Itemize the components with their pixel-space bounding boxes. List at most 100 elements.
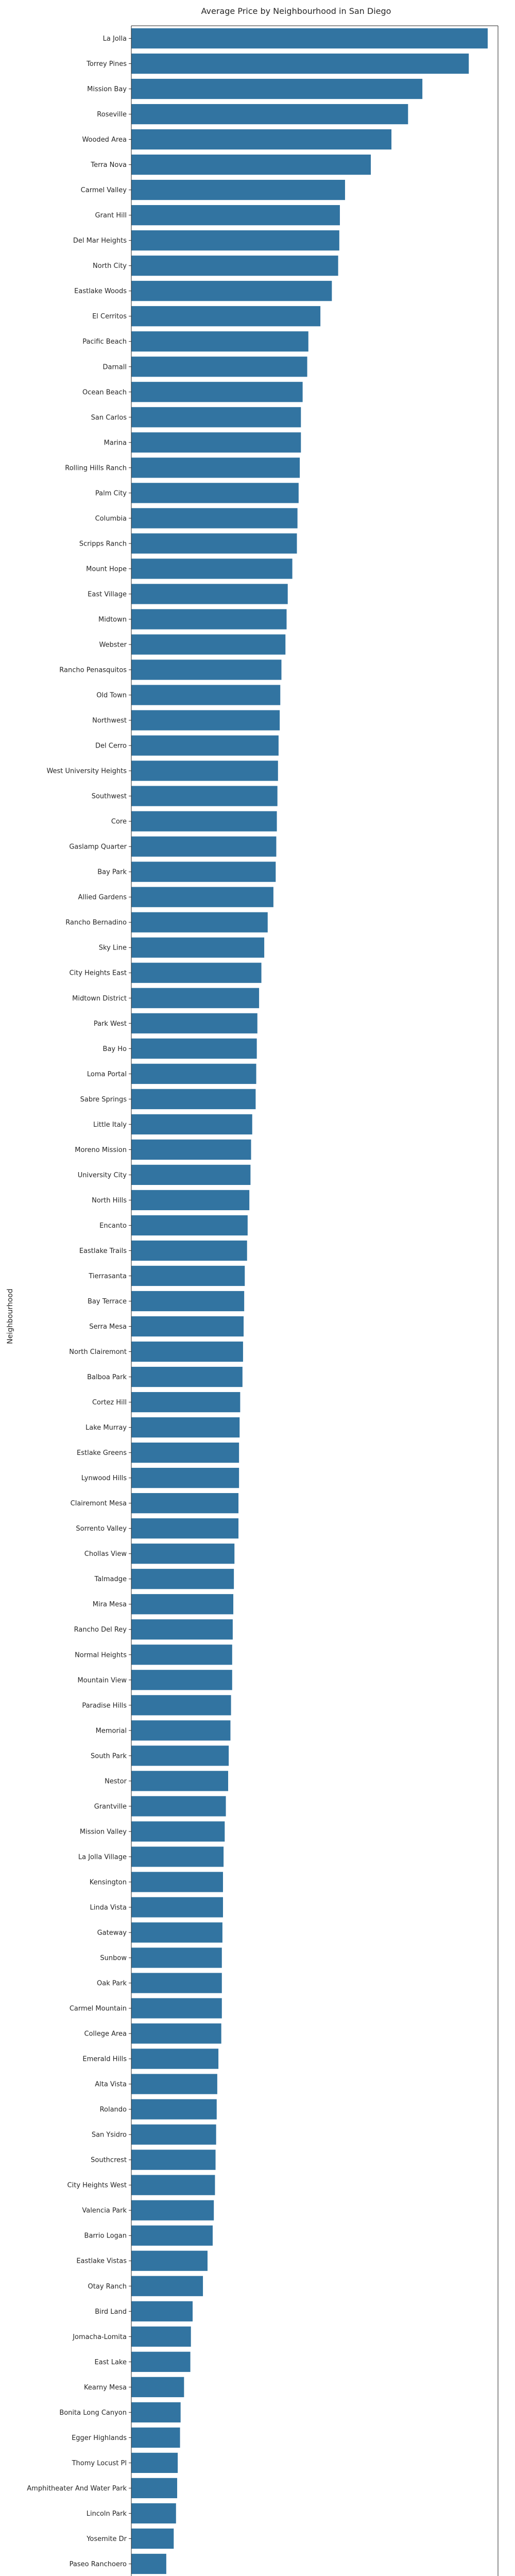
bar bbox=[131, 988, 260, 1008]
y-tick-label: Marina bbox=[104, 439, 127, 447]
y-tick-label: Ocean Beach bbox=[82, 388, 127, 396]
bar bbox=[131, 432, 301, 453]
bar bbox=[131, 53, 469, 74]
y-tick-label: Midtown District bbox=[72, 995, 127, 1003]
bar bbox=[131, 2099, 217, 2120]
bar bbox=[131, 1240, 247, 1261]
y-tick-label: Northwest bbox=[92, 717, 127, 725]
y-tick-label: Gaslamp Quarter bbox=[69, 843, 127, 851]
bar bbox=[131, 1392, 241, 1413]
y-tick-label: Kearny Mesa bbox=[84, 2384, 127, 2392]
bar bbox=[131, 357, 307, 377]
bar bbox=[131, 1796, 226, 1817]
y-tick-label: Grant Hill bbox=[95, 212, 127, 219]
bar bbox=[131, 1897, 223, 1918]
y-tick-label: Bay Ho bbox=[103, 1045, 127, 1053]
y-tick-label: Mission Bay bbox=[87, 86, 127, 93]
bar bbox=[131, 1468, 239, 1488]
bar bbox=[131, 2276, 203, 2296]
y-tick-label: Sunbow bbox=[100, 1955, 127, 1962]
y-tick-label: Mountain View bbox=[77, 1676, 127, 1684]
bar bbox=[131, 1922, 222, 1943]
y-tick-label: Kensington bbox=[90, 1878, 127, 1886]
y-tick-label: Talmadge bbox=[94, 1575, 127, 1583]
bar bbox=[131, 129, 392, 150]
bar bbox=[131, 584, 288, 604]
y-tick-label: Thomy Locust Pl bbox=[72, 2460, 127, 2467]
bars-group bbox=[131, 28, 488, 2574]
y-tick-label: North Hills bbox=[92, 1197, 127, 1205]
bar bbox=[131, 1443, 239, 1463]
y-tick-label: Loma Portal bbox=[87, 1071, 127, 1078]
y-tick-label: Columbia bbox=[95, 515, 127, 522]
y-tick-label: Rancho Penasquitos bbox=[59, 667, 127, 674]
y-tick-label: Clairemont Mesa bbox=[71, 1500, 127, 1507]
bar bbox=[131, 2250, 208, 2271]
y-tick-label: East Lake bbox=[95, 2359, 127, 2366]
bar bbox=[131, 811, 277, 832]
y-tick-label: Mission Valley bbox=[80, 1828, 127, 1836]
y-tick-label: La Jolla bbox=[103, 35, 127, 43]
y-tick-label: Sorrento Valley bbox=[76, 1525, 127, 1533]
bar bbox=[131, 1063, 256, 1084]
y-tick-label: Rolando bbox=[100, 2106, 127, 2114]
bar bbox=[131, 180, 345, 200]
y-tick-label: Gateway bbox=[97, 1929, 127, 1937]
bar bbox=[131, 1341, 243, 1362]
bar bbox=[131, 2478, 177, 2499]
bar bbox=[131, 2326, 191, 2347]
y-tick-label: Otay Ranch bbox=[88, 2283, 127, 2291]
bar bbox=[131, 457, 300, 478]
bar bbox=[131, 2149, 216, 2170]
y-tick-label: Linda Vista bbox=[90, 1904, 127, 1911]
bar bbox=[131, 634, 286, 655]
bar bbox=[131, 2023, 221, 2044]
y-tick-label: Little Italy bbox=[93, 1121, 127, 1129]
y-tick-label: Park West bbox=[94, 1020, 127, 1028]
y-tick-label: Bird Land bbox=[95, 2308, 127, 2316]
bar bbox=[131, 483, 299, 503]
y-tick-label: Amphitheater And Water Park bbox=[27, 2485, 127, 2493]
bar bbox=[131, 2503, 176, 2524]
bar bbox=[131, 1518, 239, 1539]
y-tick-label: Jomacha-Lomita bbox=[72, 2333, 127, 2341]
bar bbox=[131, 2175, 215, 2195]
y-tick-label: Memorial bbox=[96, 1727, 127, 1735]
y-tick-label: Southcrest bbox=[91, 2157, 127, 2164]
bar bbox=[131, 786, 278, 806]
y-tick-label: Estlake Greens bbox=[77, 1449, 127, 1457]
bar bbox=[131, 1544, 235, 1564]
bar bbox=[131, 2528, 174, 2549]
y-tick-label: North City bbox=[93, 262, 127, 270]
y-axis-title: Neighbourhood bbox=[6, 1289, 14, 1344]
y-tick-label: Del Mar Heights bbox=[73, 237, 127, 245]
y-tick-label: Lake Murray bbox=[85, 1424, 127, 1432]
bar bbox=[131, 887, 273, 907]
bar bbox=[131, 2553, 166, 2574]
y-tick-label: Valencia Park bbox=[82, 2207, 127, 2215]
y-tick-label: Carmel Valley bbox=[81, 187, 127, 194]
bar bbox=[131, 508, 298, 529]
bar bbox=[131, 912, 268, 933]
bar bbox=[131, 2074, 217, 2094]
bar bbox=[131, 1670, 232, 1690]
y-tick-label: Wooded Area bbox=[82, 136, 127, 144]
bar bbox=[131, 1998, 222, 2019]
bar bbox=[131, 1771, 229, 1791]
bar bbox=[131, 533, 297, 554]
bar bbox=[131, 1366, 243, 1387]
bar bbox=[131, 1619, 233, 1640]
bar bbox=[131, 1417, 240, 1438]
y-tick-label: Chollas View bbox=[84, 1550, 127, 1558]
bar bbox=[131, 962, 262, 983]
y-tick-label: Paradise Hills bbox=[82, 1702, 127, 1709]
chart-title: Average Price by Neighbourhood in San Di… bbox=[201, 6, 391, 16]
bar bbox=[131, 2200, 214, 2221]
y-tick-label: Paseo Ranchoero bbox=[70, 2561, 127, 2568]
bar bbox=[131, 1569, 234, 1589]
y-tick-label: Torrey Pines bbox=[86, 60, 127, 68]
bar bbox=[131, 937, 265, 958]
y-tick-label: San Carlos bbox=[91, 414, 127, 421]
y-tick-label: City Heights West bbox=[67, 2182, 127, 2190]
bar bbox=[131, 760, 278, 781]
